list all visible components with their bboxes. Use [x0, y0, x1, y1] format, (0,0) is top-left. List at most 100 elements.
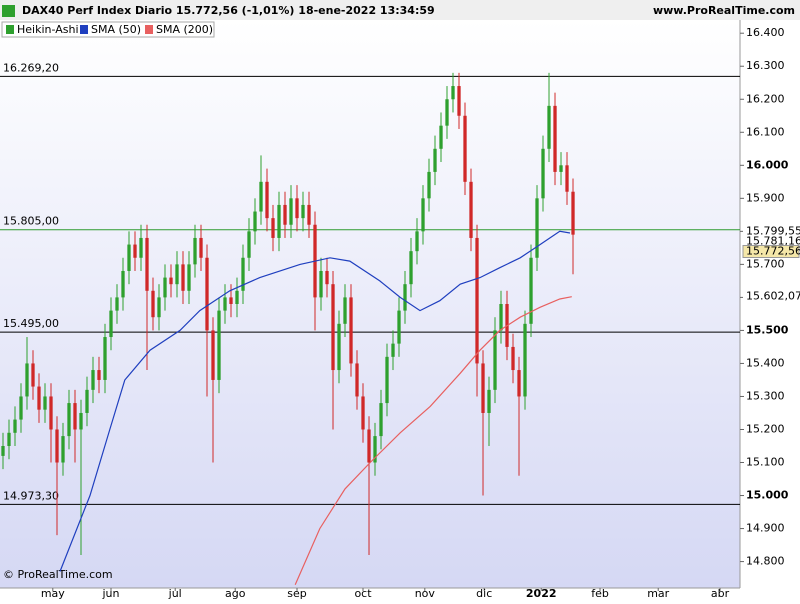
sma-line: [59, 230, 571, 572]
candle-body: [355, 363, 359, 397]
y-tick-label: 15.100: [746, 456, 785, 469]
x-tick-label: feb: [591, 587, 609, 600]
candle-body: [31, 363, 35, 387]
candle-body: [367, 429, 371, 463]
candle-body: [253, 211, 257, 232]
candle-body: [43, 396, 47, 410]
price-marker: [743, 235, 799, 248]
candle-body: [457, 86, 461, 116]
candle-body: [379, 403, 383, 437]
y-tick-label: 15.900: [746, 191, 785, 204]
source: www.ProRealTime.com: [653, 4, 795, 17]
x-tick-label: ago: [225, 587, 246, 600]
candle-body: [547, 105, 551, 149]
y-tick-label: 15.400: [746, 356, 785, 369]
candle-body: [433, 148, 437, 172]
legend-swatch: [80, 25, 88, 34]
candle-body: [187, 264, 191, 291]
x-tick-label: mar: [647, 587, 669, 600]
candle-body: [133, 244, 137, 258]
x-tick-label: nov: [415, 587, 436, 600]
y-tick-label: 15.700: [746, 257, 785, 270]
candle-body: [259, 181, 263, 212]
x-tick-label: oct: [354, 587, 372, 600]
price-marker-label: 15.799,55: [746, 224, 800, 237]
candle-body: [541, 148, 545, 199]
candle-body: [409, 251, 413, 285]
header-bar: [0, 0, 800, 20]
candle-body: [445, 99, 449, 126]
candle-body: [529, 257, 533, 324]
candle-body: [115, 297, 119, 311]
price-marker-label: 15.772,56: [746, 244, 800, 257]
candle-body: [151, 290, 155, 318]
candle-body: [289, 198, 293, 225]
candle-body: [61, 436, 65, 463]
y-tick-label: 16.000: [746, 158, 789, 171]
candle-body: [361, 396, 365, 430]
candle-body: [73, 403, 77, 430]
candle-body: [463, 115, 467, 182]
level-label: 16.269,20: [3, 61, 59, 74]
candle-body: [295, 198, 299, 219]
candle-body: [421, 198, 425, 232]
y-tick-label: 16.400: [746, 26, 785, 39]
candle-body: [265, 181, 269, 219]
x-tick-label: jul: [168, 587, 182, 600]
candle-body: [7, 432, 11, 446]
legend: Heikin-Ashi SMA (50) SMA (200): [1, 21, 215, 38]
legend-swatch: [145, 25, 153, 34]
sma-line: [294, 296, 572, 585]
candle-body: [559, 165, 563, 172]
y-tick-label: 15.200: [746, 422, 785, 435]
legend-box: [1, 21, 215, 38]
level-label: 15.495,00: [3, 317, 59, 330]
candle-body: [319, 270, 323, 298]
candle-body: [397, 310, 401, 344]
y-tick-label: 15.500: [746, 323, 789, 336]
legend-label: SMA (200): [156, 23, 213, 36]
candle-body: [241, 257, 245, 291]
y-tick-label: 15.000: [746, 489, 789, 502]
candle-body: [535, 198, 539, 258]
candle-body: [157, 297, 161, 318]
x-tick-label: dic: [476, 587, 492, 600]
y-tick-label: 14.900: [746, 522, 785, 535]
x-tick-label: may: [41, 587, 65, 600]
chart-title: DAX40 Perf Index Diario 15.772,56 (-1,01…: [22, 4, 435, 17]
candle-body: [25, 363, 29, 397]
candle-body: [199, 237, 203, 258]
candle-body: [79, 412, 83, 430]
x-tick-label: 2022: [526, 587, 557, 600]
level-label: 14.973,30: [3, 489, 59, 502]
price-marker: [743, 290, 799, 303]
candle-body: [37, 386, 41, 410]
candle-body: [271, 218, 275, 238]
candle-body: [385, 356, 389, 404]
candle-body: [523, 323, 527, 397]
y-tick-label: 16.200: [746, 92, 785, 105]
candle-body: [163, 277, 167, 298]
candle-body: [67, 403, 71, 437]
legend-label: SMA (50): [91, 23, 141, 36]
candle-body: [1, 446, 5, 456]
candle-body: [55, 429, 59, 463]
candle-body: [307, 204, 311, 225]
footer: © ProRealTime.com: [3, 568, 113, 581]
candle-body: [553, 105, 557, 172]
candle-body: [235, 290, 239, 304]
candle-body: [19, 396, 23, 420]
candle-body: [301, 204, 305, 219]
candle-body: [283, 204, 287, 225]
candle-body: [217, 310, 221, 380]
candle-body: [13, 419, 17, 433]
candle-body: [427, 171, 431, 199]
candle-body: [349, 297, 353, 364]
price-marker: [743, 225, 799, 238]
candle-body: [193, 237, 197, 265]
candle-body: [49, 396, 53, 430]
y-tick-label: 14.800: [746, 555, 785, 568]
legend-label: Heikin-Ashi: [17, 23, 79, 36]
